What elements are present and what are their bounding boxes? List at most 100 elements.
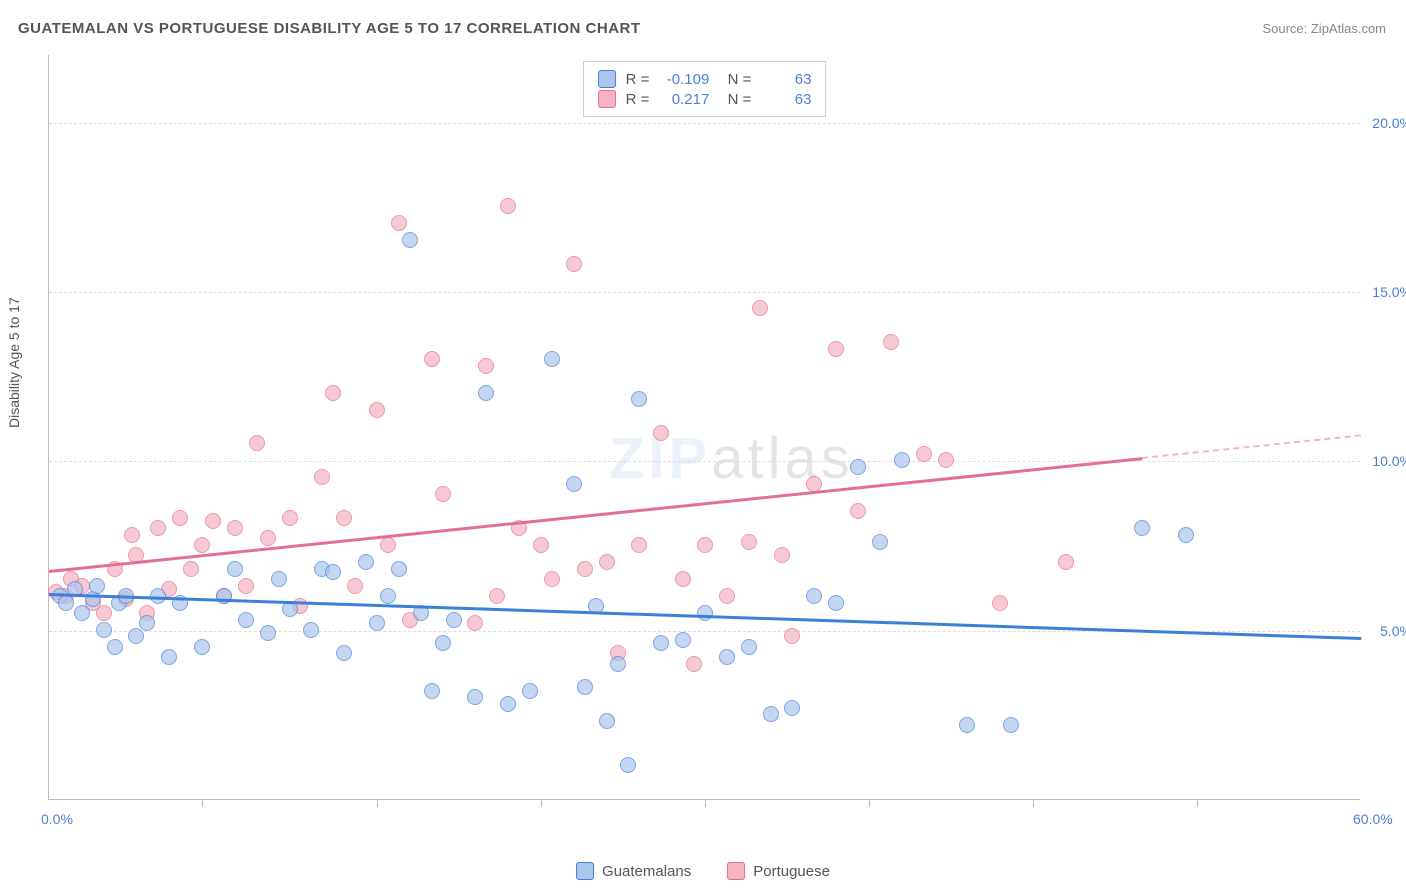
x-tick-minor bbox=[705, 799, 706, 807]
chart-title: GUATEMALAN VS PORTUGUESE DISABILITY AGE … bbox=[18, 20, 641, 37]
x-tick-minor bbox=[541, 799, 542, 807]
scatter-point-guatemalans bbox=[577, 679, 593, 695]
scatter-point-portuguese bbox=[478, 358, 494, 374]
scatter-point-portuguese bbox=[391, 215, 407, 231]
scatter-point-portuguese bbox=[544, 571, 560, 587]
scatter-point-portuguese bbox=[325, 385, 341, 401]
scatter-point-portuguese bbox=[489, 588, 505, 604]
x-tick-minor bbox=[377, 799, 378, 807]
scatter-point-guatemalans bbox=[850, 459, 866, 475]
scatter-point-guatemalans bbox=[653, 635, 669, 651]
gridline bbox=[49, 461, 1360, 462]
scatter-point-portuguese bbox=[653, 425, 669, 441]
scatter-point-portuguese bbox=[828, 341, 844, 357]
scatter-point-portuguese bbox=[566, 256, 582, 272]
r-label: R = bbox=[626, 71, 650, 88]
scatter-point-portuguese bbox=[784, 628, 800, 644]
scatter-point-guatemalans bbox=[303, 622, 319, 638]
r-value-portuguese: 0.217 bbox=[659, 91, 709, 108]
legend-label-portuguese: Portuguese bbox=[753, 863, 830, 880]
scatter-point-guatemalans bbox=[741, 639, 757, 655]
scatter-point-portuguese bbox=[336, 510, 352, 526]
scatter-point-guatemalans bbox=[828, 595, 844, 611]
scatter-point-guatemalans bbox=[358, 554, 374, 570]
n-label: N = bbox=[719, 91, 751, 108]
scatter-point-guatemalans bbox=[271, 571, 287, 587]
scatter-point-guatemalans bbox=[369, 615, 385, 631]
scatter-point-guatemalans bbox=[544, 351, 560, 367]
scatter-point-guatemalans bbox=[227, 561, 243, 577]
n-label: N = bbox=[719, 71, 751, 88]
y-tick-label: 15.0% bbox=[1372, 284, 1406, 300]
scatter-point-portuguese bbox=[249, 435, 265, 451]
scatter-point-portuguese bbox=[380, 537, 396, 553]
scatter-point-portuguese bbox=[631, 537, 647, 553]
scatter-point-portuguese bbox=[599, 554, 615, 570]
scatter-point-portuguese bbox=[467, 615, 483, 631]
y-axis-label: Disability Age 5 to 17 bbox=[6, 297, 22, 428]
swatch-guatemalans bbox=[598, 70, 616, 88]
scatter-point-guatemalans bbox=[96, 622, 112, 638]
stats-row-guatemalans: R = -0.109 N = 63 bbox=[598, 70, 812, 88]
scatter-point-portuguese bbox=[194, 537, 210, 553]
scatter-point-guatemalans bbox=[872, 534, 888, 550]
scatter-point-guatemalans bbox=[446, 612, 462, 628]
scatter-point-guatemalans bbox=[566, 476, 582, 492]
scatter-point-portuguese bbox=[686, 656, 702, 672]
trendline-portuguese bbox=[1142, 434, 1361, 459]
x-tick-minor bbox=[869, 799, 870, 807]
scatter-point-portuguese bbox=[752, 300, 768, 316]
chart-plot-area: R = -0.109 N = 63 R = 0.217 N = 63 ZIPat… bbox=[48, 55, 1360, 800]
scatter-point-guatemalans bbox=[959, 717, 975, 733]
scatter-point-portuguese bbox=[719, 588, 735, 604]
scatter-point-portuguese bbox=[205, 513, 221, 529]
r-label: R = bbox=[626, 91, 650, 108]
scatter-point-guatemalans bbox=[806, 588, 822, 604]
swatch-portuguese bbox=[598, 90, 616, 108]
scatter-point-guatemalans bbox=[74, 605, 90, 621]
scatter-point-portuguese bbox=[282, 510, 298, 526]
scatter-point-portuguese bbox=[675, 571, 691, 587]
scatter-point-guatemalans bbox=[161, 649, 177, 665]
y-tick-label: 20.0% bbox=[1372, 115, 1406, 131]
scatter-point-guatemalans bbox=[894, 452, 910, 468]
scatter-point-guatemalans bbox=[620, 757, 636, 773]
y-tick-label: 5.0% bbox=[1380, 623, 1406, 639]
scatter-point-portuguese bbox=[741, 534, 757, 550]
scatter-point-guatemalans bbox=[325, 564, 341, 580]
x-tick-minor bbox=[1197, 799, 1198, 807]
scatter-point-guatemalans bbox=[719, 649, 735, 665]
scatter-point-guatemalans bbox=[139, 615, 155, 631]
y-tick-label: 10.0% bbox=[1372, 453, 1406, 469]
scatter-point-portuguese bbox=[992, 595, 1008, 611]
scatter-point-portuguese bbox=[183, 561, 199, 577]
scatter-point-portuguese bbox=[883, 334, 899, 350]
legend-item-guatemalans: Guatemalans bbox=[576, 862, 691, 880]
x-tick-label: 60.0% bbox=[1353, 811, 1393, 827]
scatter-point-guatemalans bbox=[784, 700, 800, 716]
scatter-point-guatemalans bbox=[58, 595, 74, 611]
scatter-point-portuguese bbox=[916, 446, 932, 462]
scatter-point-guatemalans bbox=[107, 639, 123, 655]
scatter-point-guatemalans bbox=[238, 612, 254, 628]
scatter-point-guatemalans bbox=[402, 232, 418, 248]
gridline bbox=[49, 123, 1360, 124]
scatter-point-guatemalans bbox=[522, 683, 538, 699]
scatter-point-guatemalans bbox=[194, 639, 210, 655]
scatter-point-guatemalans bbox=[631, 391, 647, 407]
legend-label-guatemalans: Guatemalans bbox=[602, 863, 691, 880]
scatter-point-guatemalans bbox=[336, 645, 352, 661]
scatter-point-portuguese bbox=[697, 537, 713, 553]
x-tick-minor bbox=[1033, 799, 1034, 807]
scatter-point-guatemalans bbox=[391, 561, 407, 577]
scatter-point-guatemalans bbox=[763, 706, 779, 722]
scatter-point-guatemalans bbox=[500, 696, 516, 712]
scatter-point-portuguese bbox=[227, 520, 243, 536]
scatter-point-portuguese bbox=[172, 510, 188, 526]
scatter-point-guatemalans bbox=[478, 385, 494, 401]
legend-item-portuguese: Portuguese bbox=[727, 862, 830, 880]
r-value-guatemalans: -0.109 bbox=[659, 71, 709, 88]
scatter-point-guatemalans bbox=[424, 683, 440, 699]
n-value-portuguese: 63 bbox=[761, 91, 811, 108]
scatter-point-portuguese bbox=[500, 198, 516, 214]
